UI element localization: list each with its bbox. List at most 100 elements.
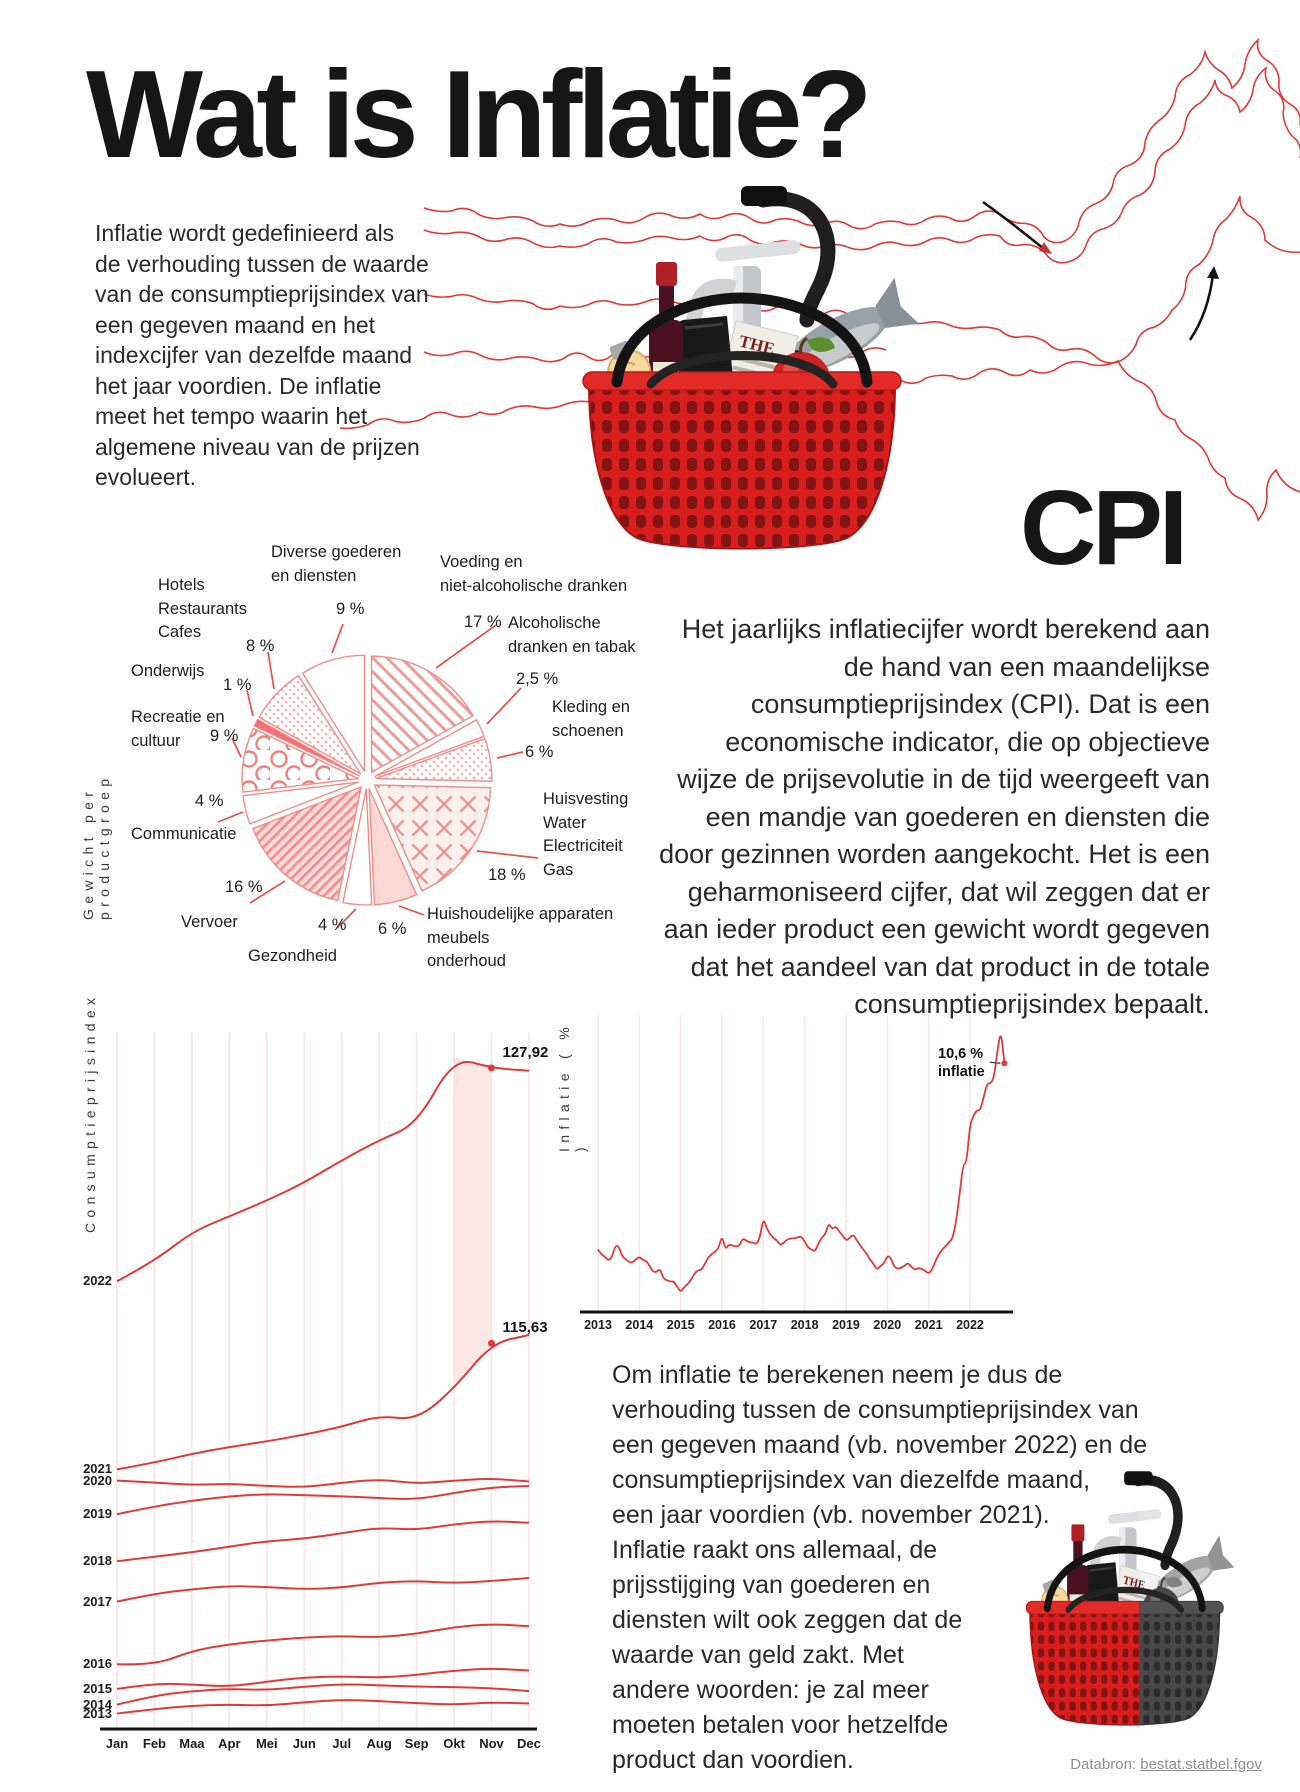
x-tick-2016: 2016	[708, 1318, 736, 1332]
pie-slice-recreatie	[241, 727, 359, 793]
x-tick-2014: 2014	[625, 1318, 654, 1332]
annotation-2021: 115,63	[502, 1319, 548, 1337]
pie-slice-label-gezondheid: Gezondheid	[248, 947, 337, 965]
pie-leader-vervoer	[249, 880, 286, 904]
x-tick-Apr: Apr	[218, 1736, 241, 1751]
pie-slice-pct-voeding: 17 %	[464, 613, 502, 631]
x-tick-Jul: Jul	[332, 1736, 352, 1751]
x-tick-Mei: Mei	[255, 1736, 278, 1751]
series-label-2021: 2021	[83, 1461, 112, 1477]
pie-slice-label-onderwijs: Onderwijs	[131, 662, 205, 680]
series-label-2022: 2022	[83, 1273, 112, 1289]
pie-slice-label-huishoudelijk: Huishoudelijke apparaten meubels onderho…	[427, 905, 614, 970]
cpi-heading: CPI	[1020, 469, 1188, 587]
pie-slice-pct-alcohol: 2,5 %	[516, 670, 559, 688]
series-label-2019: 2019	[83, 1506, 112, 1522]
pie-slice-pct-communicatie: 4 %	[195, 792, 224, 810]
pie-slice-pct-diverse: 9 %	[336, 600, 365, 618]
x-tick-Maa: Maa	[179, 1736, 205, 1751]
inflation-axis-label: Inflatie ( % )	[556, 1022, 588, 1152]
pie-slice-voeding	[370, 655, 474, 773]
pie-leader-voeding	[435, 624, 497, 669]
pie-slice-horeca	[258, 674, 362, 775]
inflation-line-chart	[580, 1015, 1013, 1314]
cpi-line-2020	[116, 1478, 530, 1488]
pie-leader-communicatie	[217, 811, 244, 823]
x-tick-2015: 2015	[666, 1318, 695, 1332]
cpi-line-2018	[116, 1520, 529, 1563]
squiggle-line-2	[423, 195, 1300, 364]
pie-slice-pct-huisvesting: 18 %	[488, 866, 526, 884]
pie-leader-kleding	[496, 751, 524, 759]
series-label-2016: 2016	[83, 1656, 112, 1672]
pie-slice-pct-vervoer: 16 %	[225, 878, 263, 896]
pie-slice-label-voeding: Voeding en niet-alcoholische dranken	[440, 553, 628, 595]
series-label-2020: 2020	[83, 1472, 112, 1488]
trend-arrow-down-icon	[982, 200, 1052, 254]
cpi-line-chart	[100, 1032, 537, 1731]
annotation-2022: 127,92	[502, 1044, 549, 1061]
cpi-line-2013	[116, 1699, 529, 1715]
pie-slice-pct-huishoudelijk: 6 %	[378, 920, 407, 938]
pie-slice-label-diverse: Diverse goederen en diensten	[271, 543, 402, 585]
series-label-2013: 2013	[83, 1705, 112, 1721]
x-tick-2021: 2021	[914, 1318, 943, 1332]
pie-slice-huisvesting	[373, 784, 492, 892]
x-tick-Nov: Nov	[479, 1736, 504, 1751]
cpi-line-2015	[116, 1667, 530, 1690]
squiggle-line-1	[423, 66, 1300, 264]
pie-leader-onderwijs	[246, 689, 254, 717]
pie-slice-pct-horeca: 8 %	[246, 637, 275, 655]
pie-slice-onderwijs	[253, 718, 360, 777]
x-tick-2013: 2013	[584, 1318, 612, 1332]
pie-leader-huishoudelijk	[398, 905, 425, 916]
pie-slice-label-horeca: Hotels Restaurants Cafes	[158, 576, 247, 641]
x-tick-Sep: Sep	[404, 1736, 429, 1751]
cpi-line-2016	[116, 1623, 530, 1666]
trend-arrow-up-icon	[1188, 266, 1219, 341]
annotation-dot-2022	[488, 1064, 495, 1072]
source-link[interactable]: bestat.statbel.fgov	[1140, 1756, 1262, 1773]
highlight-band	[454, 1057, 492, 1389]
pie-leader-horeca	[267, 651, 275, 690]
pie-slice-label-kleding: Kleding en schoenen	[552, 698, 630, 740]
pie-slice-label-huisvesting: Huisvesting Water Electriciteit Gas	[543, 790, 629, 879]
x-tick-2017: 2017	[749, 1318, 778, 1332]
series-label-2015: 2015	[83, 1680, 112, 1696]
x-tick-2019: 2019	[832, 1318, 860, 1332]
pie-slice-diverse	[301, 654, 366, 773]
page-title: Wat is Inflatie?	[86, 46, 873, 184]
x-tick-Jun: Jun	[292, 1736, 316, 1751]
data-source: Databron: bestat.statbel.fgov	[1070, 1756, 1262, 1773]
cpi-line-2017	[116, 1577, 530, 1603]
x-tick-Okt: Okt	[443, 1736, 465, 1751]
cpi-line-2014	[116, 1683, 530, 1706]
calculation-paragraph: Om inflatie te berekenen neem je dus de …	[612, 1361, 1148, 1529]
cpi-line-2021	[116, 1334, 530, 1471]
pie-slice-vervoer	[252, 786, 362, 902]
pie-leader-gezondheid	[336, 908, 357, 929]
pie-slice-label-alcohol: Alcoholische dranken en tabak	[508, 614, 636, 656]
x-tick-2020: 2020	[873, 1318, 902, 1332]
pie-leader-recreatie	[231, 737, 242, 758]
annotation-dot-2021	[488, 1339, 495, 1347]
pie-leader-diverse	[331, 623, 344, 654]
cpi-axis-label: Consumptieprijsindex	[82, 992, 98, 1233]
x-tick-2018: 2018	[790, 1318, 819, 1332]
cpi-paragraph: Het jaarlijks inflatiecijfer wordt berek…	[659, 614, 1210, 1019]
x-tick-Aug: Aug	[366, 1736, 392, 1751]
pie-slice-pct-onderwijs: 1 %	[223, 676, 252, 694]
impact-paragraph: Inflatie raakt ons allemaal, de prijssti…	[612, 1536, 963, 1774]
pie-slice-label-vervoer: Vervoer	[181, 913, 238, 931]
pie-slice-label-recreatie: Recreatie en cultuur	[131, 708, 225, 750]
inflation-line	[597, 1035, 1006, 1292]
cpi-line-2022	[116, 1060, 530, 1283]
series-label-2014: 2014	[83, 1696, 112, 1712]
pie-slice-pct-gezondheid: 4 %	[318, 916, 347, 934]
pie-chart	[217, 623, 539, 929]
pie-slice-label-communicatie: Communicatie	[131, 825, 237, 843]
squiggle-line-0	[423, 37, 1300, 244]
pie-slice-kleding	[375, 737, 493, 782]
